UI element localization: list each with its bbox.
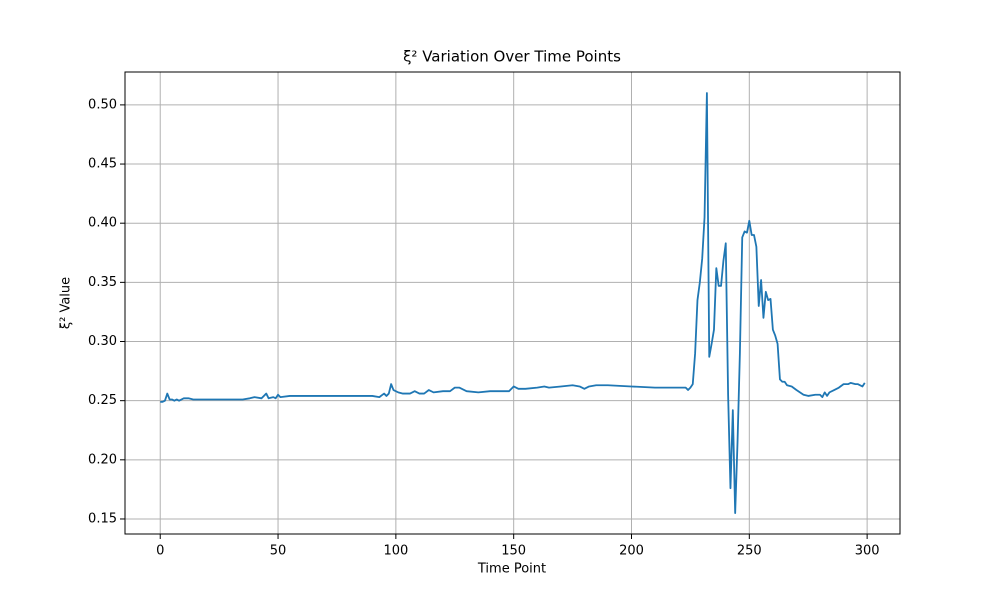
x-tick-label: 250 <box>737 544 762 559</box>
y-tick-label: 0.15 <box>88 511 117 526</box>
x-tick-label: 300 <box>855 544 880 559</box>
plot-frame <box>124 71 901 535</box>
x-tick-label: 0 <box>156 544 164 559</box>
y-tick-label: 0.20 <box>88 452 117 467</box>
y-tick-label: 0.50 <box>88 97 117 112</box>
data-line <box>160 92 866 514</box>
y-tick-label: 0.30 <box>88 334 117 349</box>
x-tick-label: 100 <box>383 544 408 559</box>
x-tick-label: 50 <box>270 544 287 559</box>
y-tick-label: 0.45 <box>88 157 117 172</box>
y-tick-label: 0.35 <box>88 275 117 290</box>
x-tick-label: 150 <box>501 544 526 559</box>
x-tick-label: 200 <box>619 544 644 559</box>
y-axis-label: ξ² Value <box>59 277 74 329</box>
y-tick-label: 0.25 <box>88 393 117 408</box>
chart-title: ξ² Variation Over Time Points <box>403 48 621 66</box>
y-tick-label: 0.40 <box>88 216 117 231</box>
x-axis-label: Time Point <box>477 562 546 577</box>
